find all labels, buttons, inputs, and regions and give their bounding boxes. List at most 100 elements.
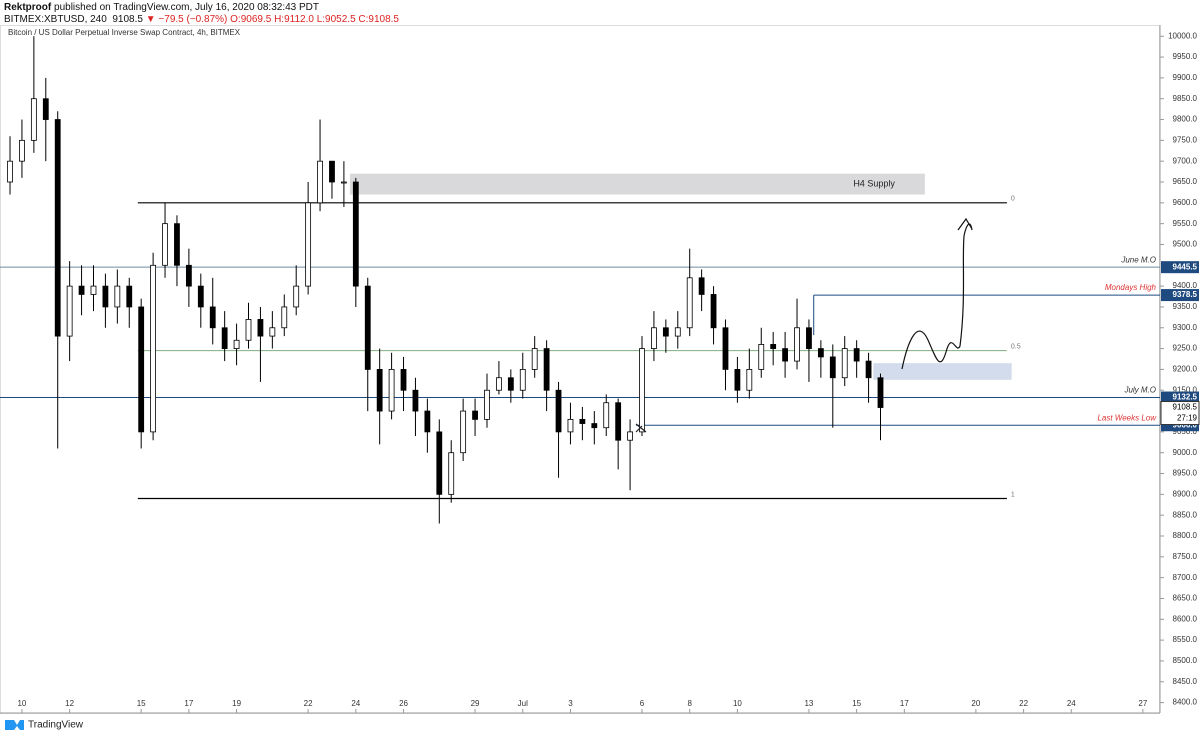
y-tick-label: 8850.0	[1173, 510, 1198, 519]
candle-body	[376, 369, 383, 412]
y-tick-label: 8450.0	[1173, 677, 1198, 686]
candle-body	[400, 369, 407, 391]
candle-body	[221, 327, 228, 349]
y-tick-label: 9950.0	[1173, 52, 1198, 61]
change: ▼ −79.5 (−0.87%)	[145, 14, 228, 25]
y-tick-label: 8900.0	[1173, 489, 1198, 498]
y-tick-label: 9700.0	[1173, 156, 1198, 165]
x-tick-label: 19	[232, 699, 241, 708]
y-tick-label: 9200.0	[1173, 365, 1198, 374]
candle-body	[78, 285, 85, 295]
y-tick-label: 8600.0	[1173, 614, 1198, 623]
candle-body	[496, 377, 502, 391]
candle-body	[209, 306, 216, 329]
symbol: BITMEX:XBTUSD, 240	[4, 14, 107, 25]
price-tag	[1161, 391, 1199, 404]
candle-body	[841, 348, 848, 379]
candle-body	[603, 402, 610, 429]
candle-body	[90, 285, 97, 295]
y-tick-label: 9400.0	[1173, 281, 1198, 290]
tv-logo	[5, 720, 24, 730]
y-tick-label: 9650.0	[1173, 177, 1198, 186]
candle-body	[30, 98, 37, 141]
candle-body	[138, 306, 145, 433]
x-tick-label: 12	[65, 699, 74, 708]
candle-body	[126, 285, 133, 308]
y-tick-label: 8750.0	[1173, 552, 1198, 561]
layer: 8400.0 8450.0 8500.0 8550.0 8600.0 8650.0 8700…	[0, 31, 1200, 713]
cross-mark	[635, 423, 647, 433]
candle-body	[7, 160, 13, 183]
candle-body	[615, 402, 622, 441]
last-price: 9108.5	[1173, 403, 1198, 412]
candle-body	[54, 119, 61, 337]
x-tick-label: 29	[471, 699, 480, 708]
x-tick-label: 26	[399, 699, 408, 708]
price-tag-label: 9132.5	[1173, 393, 1198, 402]
chart-title: Bitcoin / US Dollar Perpetual Inverse Sw…	[8, 28, 241, 37]
candle-body	[543, 348, 550, 391]
candle-body	[197, 285, 204, 308]
x-tick-label: 13	[804, 699, 813, 708]
y-tick-label: 8950.0	[1173, 469, 1198, 478]
candle-body	[865, 360, 872, 379]
candle-body	[817, 348, 824, 358]
candle-body	[174, 223, 180, 266]
candle-body	[806, 327, 812, 349]
candle-body	[746, 369, 753, 391]
x-tick-label: 8	[687, 699, 692, 708]
candle-body	[305, 202, 312, 287]
candle-body	[829, 356, 836, 379]
zone-label: H4 Supply	[853, 178, 895, 188]
candle-body	[102, 285, 109, 308]
x-tick-label: 10	[17, 699, 26, 708]
x-tick-label: 17	[184, 699, 193, 708]
y-tick-label: 9500.0	[1173, 240, 1198, 249]
candle-body	[460, 410, 467, 454]
level-name: July M.O	[1123, 386, 1156, 395]
x-tick-label: 3	[568, 699, 573, 708]
candle-body	[674, 327, 681, 337]
symbol-line: BITMEX:XBTUSD, 240 9108.5 ▼ −79.5 (−0.87…	[4, 14, 399, 25]
candle-body	[472, 410, 478, 420]
x-tick-label: Jul	[518, 699, 528, 708]
candle-body	[436, 431, 443, 495]
candle-body	[698, 277, 705, 295]
candle-body	[257, 319, 264, 337]
ohlc: O:9069.5 H:9112.0 L:9052.5 C:9108.5	[230, 14, 399, 25]
candle-body	[639, 348, 645, 433]
x-tick-label: 6	[640, 699, 645, 708]
y-tick-label: 8400.0	[1173, 698, 1198, 707]
price-tag	[1161, 289, 1199, 302]
y-tick-label: 8700.0	[1173, 573, 1198, 582]
y-tick-label: 9050.0	[1173, 427, 1198, 436]
candle-body	[579, 418, 586, 424]
candle-body	[686, 277, 693, 329]
candle-body	[507, 377, 514, 391]
candle-body	[662, 327, 669, 337]
level-name: Mondays High	[1105, 283, 1157, 292]
candle-body	[484, 389, 490, 420]
publish-line: Rektproof published on TradingView.com, …	[4, 2, 319, 13]
y-tick-label: 9350.0	[1173, 302, 1198, 311]
candle-body	[448, 452, 455, 495]
y-tick-label: 9250.0	[1173, 344, 1198, 353]
candle-body	[114, 285, 121, 308]
candle-body	[162, 223, 168, 266]
last: 9108.5	[112, 14, 143, 25]
y-tick-label: 8550.0	[1173, 635, 1198, 644]
y-tick-label: 8500.0	[1173, 656, 1198, 665]
candle-body	[722, 327, 729, 370]
publish-info: published on TradingView.com, July 16, 2…	[51, 2, 319, 13]
y-tick-label: 8800.0	[1173, 531, 1198, 540]
candle-body	[627, 431, 633, 441]
y-tick-label: 9900.0	[1173, 73, 1198, 82]
fib-label: 1	[1011, 491, 1015, 498]
y-tick-label: 9750.0	[1173, 135, 1198, 144]
candle-body	[340, 181, 347, 184]
candle-body	[651, 327, 657, 349]
candle-body	[412, 389, 419, 412]
y-tick-label: 8650.0	[1173, 594, 1198, 603]
